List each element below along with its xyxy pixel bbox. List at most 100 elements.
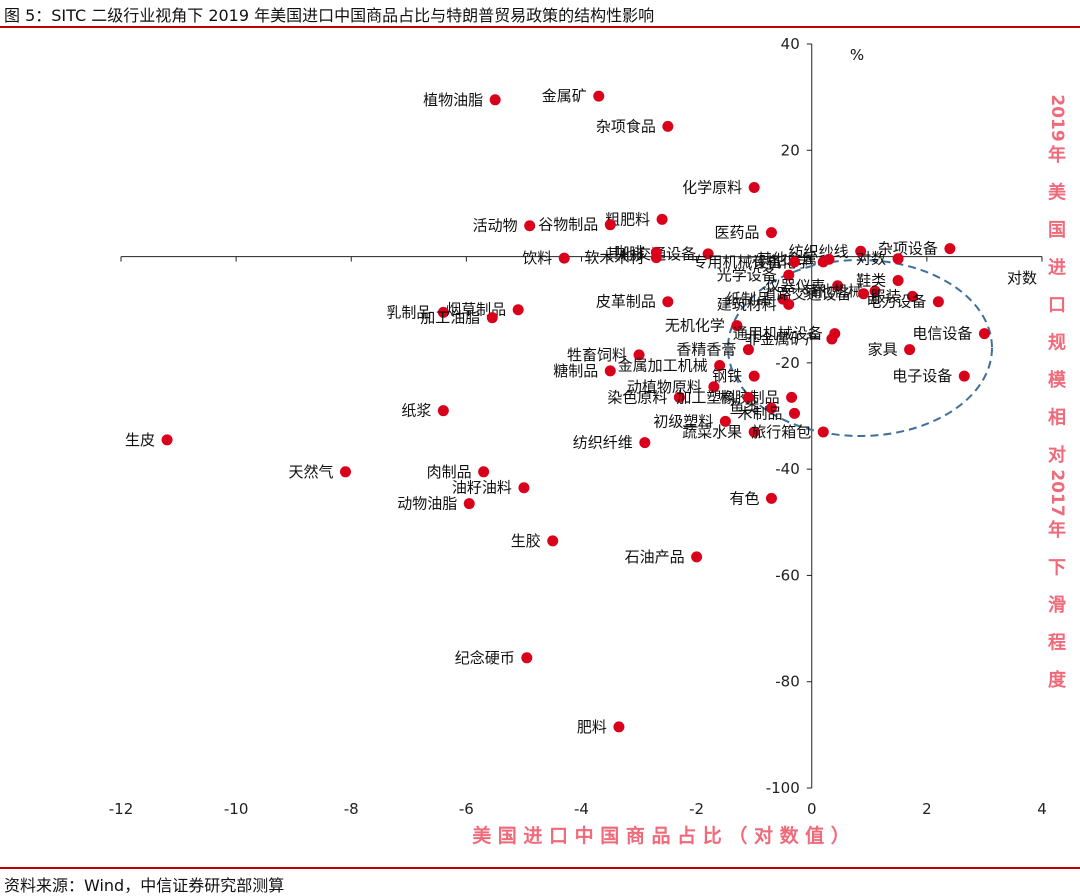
data-point: 皮革制品 (596, 293, 674, 311)
point-marker (742, 391, 754, 403)
data-point: 专用机械设备 (692, 253, 800, 271)
point-label: 纸制品 (726, 290, 771, 308)
point-label: 生皮 (125, 431, 155, 449)
point-label: 纺织纱线 (789, 242, 849, 260)
point-label: 无机化学 (665, 317, 725, 335)
y-axis-title-glyph: 对 (1048, 444, 1066, 466)
x-tick-label: -8 (344, 800, 359, 818)
data-point: 杂项设备 (878, 240, 956, 258)
point-marker (748, 426, 760, 438)
point-label: 动物油脂 (397, 495, 457, 513)
point-label: 家具 (868, 341, 898, 359)
point-label: 乳制品 (386, 303, 431, 321)
x-axis-note: 对数 (1007, 269, 1037, 287)
data-point: 纪念硬币 (455, 649, 533, 667)
data-point: 无机化学 (665, 317, 743, 335)
point-label: 其他金属 (757, 250, 817, 268)
data-point: 饮料 (522, 249, 570, 267)
y-axis-title-glyph: 下 (1048, 558, 1066, 579)
x-axis: -12 -10 -8 -6 -4 -2 0 2 4 (109, 256, 1047, 818)
point-label: 软木木材 (584, 249, 644, 267)
y-axis-title-glyph: 国 (1048, 220, 1066, 241)
point-label: 石油产品 (625, 548, 685, 566)
y-axis-title-glyph: 相 (1048, 408, 1066, 429)
data-point: 钢铁 (712, 367, 760, 385)
point-marker (702, 248, 714, 260)
point-label: 鱼类 (729, 399, 759, 417)
point-label: 通用机械设备 (733, 325, 823, 343)
data-point: 仪器仪表 (766, 277, 844, 295)
cluster-ellipse (727, 259, 993, 437)
point-marker (691, 551, 703, 563)
y-axis-title-glyph: 滑 (1048, 595, 1066, 616)
point-label: 纸浆 (401, 402, 431, 420)
data-point: 纺织纱线 (789, 242, 867, 260)
point-marker (489, 94, 501, 106)
data-point: 金属加工机械 (618, 357, 726, 375)
point-marker (742, 344, 754, 356)
source-note: 资料来源：Wind，中信证券研究部测算 (4, 876, 285, 895)
data-point: 金属矿 (542, 87, 605, 105)
point-label: 金属加工机械 (618, 357, 708, 375)
point-marker (731, 320, 743, 332)
data-point: 乳制品 (386, 303, 449, 321)
data-point: 动植物原料 (627, 378, 720, 396)
point-label: 糖制品 (553, 362, 598, 380)
y-tick-label: 40 (781, 35, 800, 53)
y-tick-label: -60 (775, 566, 800, 584)
point-label: 纺织纤维 (573, 434, 633, 452)
point-marker (817, 426, 829, 438)
data-point: 肥料 (577, 718, 625, 736)
point-label: 加工塑料 (676, 388, 736, 406)
data-point: 家具 (868, 341, 916, 359)
data-point: 软木木材 (584, 249, 662, 267)
point-marker (788, 407, 800, 419)
point-label: 电子设备 (892, 367, 952, 385)
data-point: 蔬菜水果 (682, 423, 760, 441)
data-point: 染色原料 (607, 388, 685, 406)
point-marker (944, 243, 956, 255)
x-axis-title: 美 国 进 口 中 国 商 品 占 比 （ 对 数 值 ） (472, 824, 850, 847)
point-label: 牲畜饲料 (567, 346, 627, 364)
x-tick-label: 4 (1037, 800, 1047, 818)
point-marker (524, 220, 536, 232)
point-marker (437, 405, 449, 417)
data-point: 鞋类 (856, 271, 904, 289)
data-point: 糖制品 (553, 362, 616, 380)
point-label: 皮革制品 (596, 293, 656, 311)
figure-title: 图 5：SITC 二级行业视角下 2019 年美国进口中国商品占比与特朗普贸易政… (4, 6, 655, 25)
point-marker (719, 415, 731, 427)
data-point: 谷物制品 (538, 216, 616, 234)
point-marker (788, 256, 800, 268)
point-marker (826, 333, 838, 345)
point-marker (765, 492, 777, 504)
point-label: 染色原料 (607, 388, 667, 406)
point-label: 仪器仪表 (766, 277, 826, 295)
point-marker (639, 437, 651, 449)
point-marker (437, 306, 449, 318)
data-point: 鱼类 (729, 399, 777, 417)
point-label: 非金属矿产 (745, 330, 820, 348)
point-marker (547, 535, 559, 547)
point-marker (786, 391, 798, 403)
x-tick-label: 0 (807, 800, 817, 818)
x-tick-label: -4 (574, 800, 589, 818)
data-point: 香精香膏 (676, 341, 754, 359)
point-marker (604, 365, 616, 377)
point-label: 对数 (856, 250, 886, 268)
y-axis-title-glyph: 规 (1048, 333, 1066, 354)
data-point: 化学原料 (682, 178, 760, 196)
y-axis-title-glyph: 年 (1048, 144, 1066, 166)
point-label: 油籽油料 (452, 479, 512, 497)
data-point: 牲畜饲料 (567, 346, 645, 364)
y-axis-title-glyph: 美 (1048, 182, 1066, 204)
y-tick-label: -20 (775, 354, 800, 372)
point-marker (765, 402, 777, 414)
point-marker (512, 304, 524, 316)
data-point: 电力设备 (866, 293, 944, 311)
data-point: 油籽油料 (452, 479, 530, 497)
point-label: 服装 (870, 287, 900, 305)
point-label: 建筑材料 (717, 295, 777, 313)
point-marker (521, 652, 533, 664)
